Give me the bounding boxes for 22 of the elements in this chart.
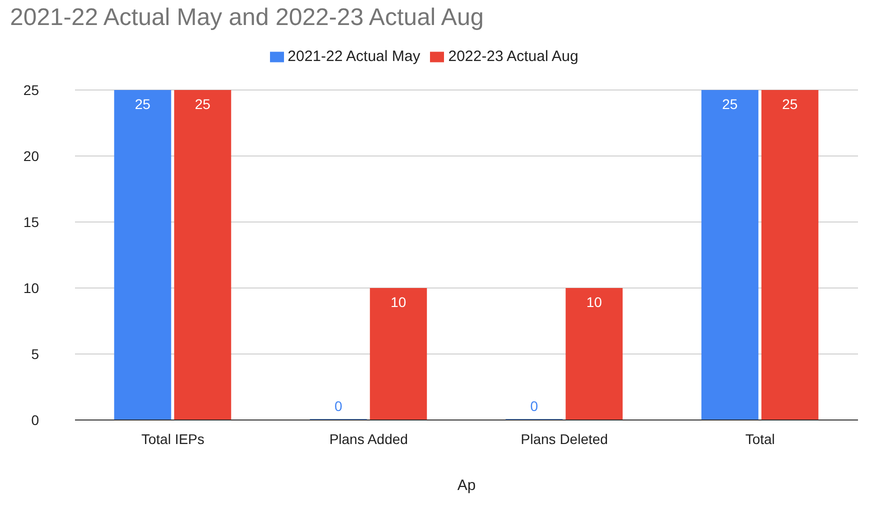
data-label: 25 — [194, 96, 211, 112]
y-tick-label: 15 — [23, 214, 40, 230]
legend-label: 2021-22 Actual May — [288, 48, 420, 65]
y-tick-label: 5 — [31, 346, 40, 362]
legend-label: 2022-23 Actual Aug — [448, 48, 578, 65]
data-label: 25 — [134, 96, 151, 112]
data-label: 10 — [390, 294, 406, 310]
y-tick-label: 20 — [23, 148, 40, 164]
data-label: 25 — [782, 96, 798, 112]
data-label: 25 — [722, 96, 738, 112]
y-tick-label: 25 — [23, 82, 40, 98]
data-label: 0 — [334, 398, 342, 414]
x-tick-label: Total — [745, 430, 775, 447]
x-tick-label: Total IEPs — [141, 430, 204, 447]
chart-title: 2021-22 Actual May and 2022-23 Actual Aug — [10, 4, 484, 32]
y-tick-label: 10 — [23, 280, 40, 296]
y-tick-label: 0 — [31, 412, 40, 428]
data-label: 0 — [530, 398, 538, 414]
x-tick-label: Plans Added — [329, 430, 408, 447]
x-axis-title: Ap — [457, 477, 476, 494]
data-label: 10 — [586, 294, 602, 310]
x-tick-label: Plans Deleted — [520, 430, 608, 447]
